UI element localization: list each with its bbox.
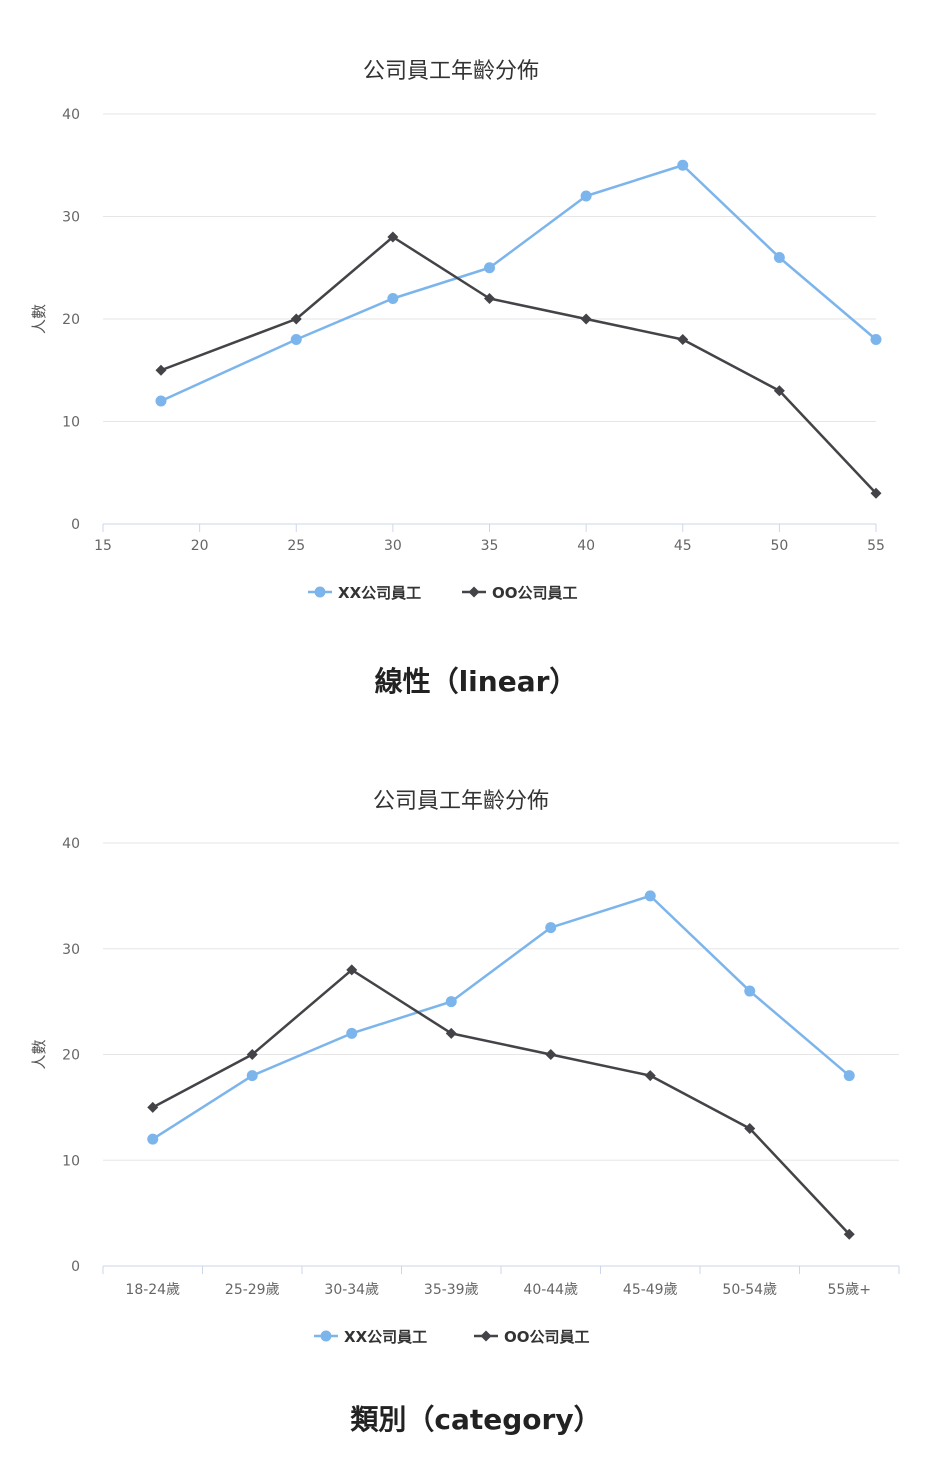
- legend-diamond-marker: [480, 1330, 492, 1342]
- y-tick-label: 0: [71, 517, 80, 533]
- data-point-circle: [580, 190, 592, 202]
- y-tick-label: 40: [62, 836, 80, 852]
- data-point-circle: [870, 334, 882, 345]
- x-category-label: 55歲+: [827, 1282, 871, 1298]
- x-tick-label: 50: [770, 538, 788, 554]
- legend-label: XX公司員工: [338, 584, 421, 602]
- series-line-1: [160, 164, 877, 403]
- x-category-label: 30-34歲: [324, 1282, 379, 1298]
- data-point-circle: [155, 395, 167, 407]
- x-category-label: 25-29歲: [225, 1282, 280, 1298]
- data-point-diamond: [484, 293, 495, 304]
- x-tick-label: 25: [287, 538, 305, 554]
- y-axis-title: 人數: [30, 304, 48, 334]
- data-point-circle: [147, 1133, 159, 1145]
- data-point-diamond: [346, 964, 358, 976]
- legend-diamond-marker: [468, 586, 480, 598]
- y-tick-label: 40: [62, 107, 80, 123]
- data-point-diamond: [843, 1228, 855, 1240]
- legend-label: XX公司員工: [344, 1328, 427, 1346]
- data-point-diamond: [677, 334, 689, 345]
- data-point-diamond: [580, 313, 592, 325]
- data-point-diamond: [290, 313, 302, 325]
- x-tick-label: 35: [481, 538, 499, 554]
- legend-item-1[interactable]: XX公司員工: [308, 584, 421, 602]
- data-point-diamond: [445, 1027, 457, 1039]
- x-category-label: 40-44歲: [523, 1282, 578, 1298]
- y-tick-label: 0: [71, 1259, 80, 1275]
- legend-circle-marker: [314, 586, 326, 598]
- y-tick-label: 10: [62, 415, 80, 431]
- data-point-diamond: [644, 1070, 656, 1082]
- data-point-diamond: [870, 487, 882, 499]
- legend-item-2[interactable]: OO公司員工: [474, 1328, 590, 1346]
- x-tick-label: 20: [191, 538, 209, 554]
- data-point-circle: [773, 252, 785, 263]
- x-category-label: 50-54歲: [722, 1282, 777, 1298]
- x-tick-label: 40: [577, 538, 595, 554]
- y-tick-label: 20: [62, 1048, 80, 1064]
- data-point-diamond: [147, 1101, 159, 1113]
- y-tick-label: 30: [62, 210, 80, 226]
- data-point-circle: [387, 293, 399, 304]
- data-point-circle: [843, 1070, 855, 1082]
- data-point-diamond: [246, 1049, 258, 1060]
- y-axis-title: 人數: [30, 1039, 48, 1069]
- data-point-circle: [346, 1027, 358, 1039]
- x-category-label: 35-39歲: [424, 1282, 479, 1298]
- linear-line-chart: 公司員工年齡分佈 0 10 20 30 40 15 20 25 30 35 40 45 50 55 人數 XX公…: [30, 59, 885, 602]
- series-line-1: [152, 894, 851, 1141]
- legend-item-2[interactable]: OO公司員工: [462, 584, 578, 602]
- x-tick-label: 45: [674, 538, 692, 554]
- series-line-2: [152, 968, 851, 1236]
- legend-item-1[interactable]: XX公司員工: [314, 1328, 427, 1346]
- data-point-circle: [545, 922, 557, 934]
- x-tick-label: 15: [94, 538, 112, 554]
- legend-label: OO公司員工: [504, 1328, 590, 1346]
- data-point-circle: [744, 985, 756, 997]
- category-line-chart: 公司員工年齡分佈 0 10 20 30 40 18-24歲 25-29歲 30-34歲 35-39…: [30, 789, 900, 1346]
- series-line-2: [160, 235, 877, 495]
- data-point-circle: [290, 334, 302, 345]
- data-point-circle: [644, 890, 656, 902]
- data-point-circle: [445, 996, 457, 1008]
- x-category-label: 45-49歲: [623, 1282, 678, 1298]
- data-point-diamond: [773, 385, 785, 397]
- data-point-diamond: [545, 1049, 557, 1060]
- data-point-diamond: [155, 364, 167, 376]
- data-point-circle: [246, 1070, 258, 1082]
- linear-caption: 線性（linear）: [374, 665, 578, 698]
- chart-title: 公司員工年齡分佈: [363, 59, 539, 84]
- y-tick-label: 30: [62, 942, 80, 958]
- y-tick-label: 20: [62, 312, 80, 328]
- x-tick-label: 55: [867, 538, 885, 554]
- data-point-diamond: [387, 231, 399, 243]
- category-caption: 類別（category）: [350, 1403, 602, 1436]
- data-point-circle: [677, 159, 689, 171]
- linear-chart-panel: 公司員工年齡分佈 0 10 20 30 40 15 20 25 30 35 40 45 50 55 人數 XX公…: [0, 0, 952, 740]
- data-point-diamond: [744, 1123, 756, 1135]
- category-chart-panel: 公司員工年齡分佈 0 10 20 30 40 18-24歲 25-29歲 30-34歲 35-39…: [0, 740, 952, 1482]
- legend-label: OO公司員工: [492, 584, 578, 602]
- legend-circle-marker: [320, 1330, 332, 1342]
- x-tick-label: 30: [384, 538, 402, 554]
- x-category-label: 18-24歲: [125, 1282, 180, 1298]
- data-point-circle: [484, 262, 495, 274]
- chart-title: 公司員工年齡分佈: [373, 789, 549, 814]
- y-tick-label: 10: [62, 1153, 80, 1169]
